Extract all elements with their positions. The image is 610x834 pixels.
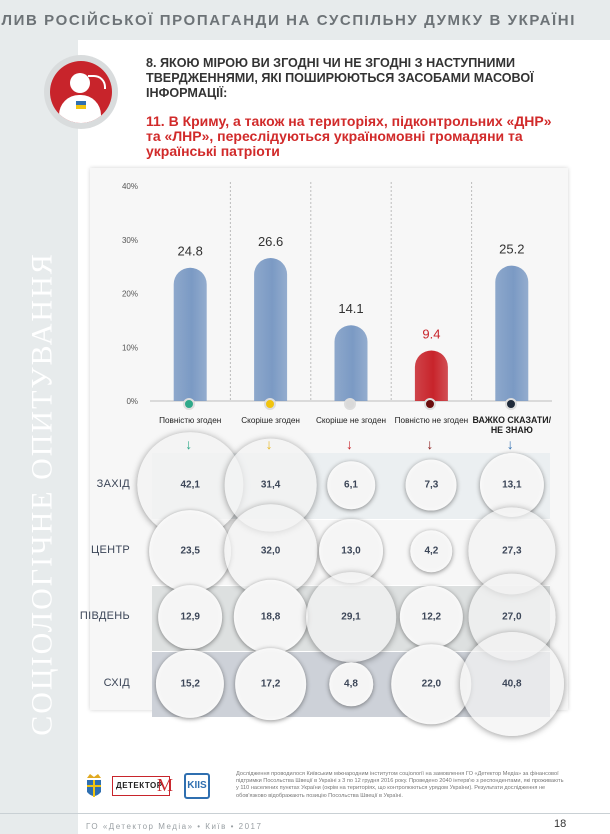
region-label: СХІД — [103, 677, 130, 689]
region-bubble — [306, 572, 396, 662]
kiis-logo: KIIS — [184, 773, 210, 799]
category-label: ВАЖКО СКАЗАТИ/ НЕ ЗНАЮ — [472, 415, 552, 435]
footer-org: ГО «Детектор Медіа» • Київ • 2017 — [86, 822, 263, 831]
category-marker — [424, 398, 437, 410]
category-label: Повністю згоден — [159, 416, 222, 425]
region-bubble — [405, 459, 457, 511]
region-bubble-value: 4,2 — [424, 545, 439, 557]
top-bar: ВПЛИВ РОСІЙСЬКОЇ ПРОПАГАНДИ НА СУСПІЛЬНУ… — [0, 0, 610, 40]
region-bubble-value: 15,2 — [180, 678, 200, 690]
footer-divider — [0, 813, 610, 814]
region-bubble-value: 4,8 — [344, 678, 358, 690]
down-arrow-icon: ↓ — [346, 436, 353, 452]
region-bubble — [234, 648, 307, 720]
region-bubble — [459, 632, 564, 736]
region-bubble-value: 27,0 — [502, 611, 522, 623]
down-arrow-icon: ↓ — [265, 436, 273, 452]
question-heading: 8. ЯКОЮ МІРОЮ ВИ ЗГОДНІ ЧИ НЕ ЗГОДНІ З Н… — [146, 56, 534, 100]
survey-badge-icon — [44, 55, 118, 129]
category-marker — [504, 398, 517, 410]
sidebar-label: СОЦІОЛОГІЧНЕ ОПИТУВАННЯ — [25, 252, 59, 736]
category-marker — [263, 398, 276, 410]
region-bubble-value: 22,0 — [421, 678, 442, 690]
region-bubble — [391, 644, 472, 724]
region-bubble-value: 32,0 — [260, 545, 281, 557]
region-bubble-value: 13,0 — [341, 545, 361, 557]
region-bubble-value: 12,9 — [180, 611, 200, 623]
detector-media-logo: ДЕТЕКТОР М — [112, 775, 173, 796]
region-bubble — [233, 579, 308, 655]
region-bubble-value: 23,5 — [180, 545, 200, 557]
sweden-crest-logo — [84, 772, 104, 802]
category-label: Повністю не згоден — [394, 416, 469, 425]
category-label: Скоріше не згоден — [315, 416, 387, 425]
region-bubble-value: 18,8 — [260, 611, 281, 623]
region-label: ЗАХІД — [96, 478, 130, 490]
region-bubble-value: 13,1 — [502, 479, 522, 491]
region-bubble-value: 31,4 — [260, 479, 281, 491]
region-bubble-value: 29,1 — [341, 611, 361, 623]
region-bubble — [479, 452, 544, 518]
page-number: 18 — [554, 818, 567, 830]
region-bubble-value: 6,1 — [344, 479, 358, 491]
region-bubble-value: 42,1 — [180, 479, 200, 491]
down-arrow-icon: ↓ — [426, 436, 434, 452]
down-arrow-icon: ↓ — [185, 436, 193, 452]
category-label: Скоріше згоден — [241, 416, 300, 425]
region-label: ПІВДЕНЬ — [79, 610, 130, 622]
report-title: ВПЛИВ РОСІЙСЬКОЇ ПРОПАГАНДИ НА СУСПІЛЬНУ… — [0, 12, 576, 29]
region-bubble-value: 17,2 — [260, 678, 281, 690]
region-bubble — [158, 585, 223, 649]
region-bubble — [327, 461, 375, 509]
region-bubble — [410, 530, 453, 572]
statement-heading: 11. В Криму, а також на територіях, підк… — [146, 113, 552, 159]
methodology-note: Дослідження проводилося Київським міжнар… — [236, 771, 564, 799]
sidebar: СОЦІОЛОГІЧНЕ ОПИТУВАННЯ — [0, 40, 78, 834]
region-bubble-value: 27,3 — [502, 545, 522, 557]
region-bubble — [329, 662, 373, 706]
region-bubble-value: 12,2 — [421, 611, 442, 623]
region-bubble-value: 40,8 — [502, 678, 522, 690]
region-bubble — [156, 649, 225, 719]
category-marker — [183, 398, 196, 410]
category-marker — [344, 398, 356, 410]
region-bubble-value: 7,3 — [424, 479, 439, 491]
region-bubble — [149, 510, 232, 592]
region-bubble — [400, 585, 463, 649]
down-arrow-icon: ↓ — [506, 436, 514, 452]
region-label: ЦЕНТР — [91, 544, 130, 556]
